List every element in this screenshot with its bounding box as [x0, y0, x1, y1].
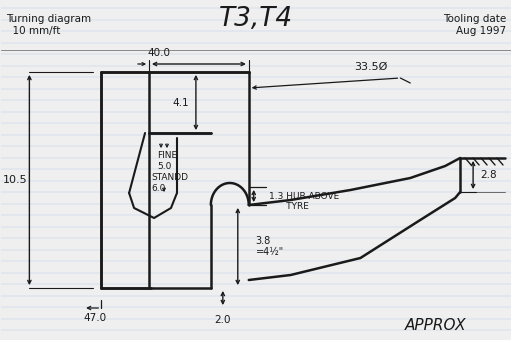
- Text: Turning diagram
  10 mm/ft: Turning diagram 10 mm/ft: [7, 14, 91, 36]
- Text: 10.5: 10.5: [3, 175, 28, 185]
- Text: FINE
5.0: FINE 5.0: [157, 151, 177, 171]
- Text: Tooling date
Aug 1997: Tooling date Aug 1997: [443, 14, 506, 36]
- Text: STANDD
6.0: STANDD 6.0: [151, 173, 188, 193]
- Text: APPROX: APPROX: [404, 318, 466, 333]
- Text: 1.3 HUB ABOVE
      TYRE: 1.3 HUB ABOVE TYRE: [269, 192, 339, 211]
- Text: 3.8
=4½": 3.8 =4½": [256, 236, 284, 257]
- Text: 40.0: 40.0: [147, 48, 170, 58]
- Text: 4.1: 4.1: [172, 98, 189, 107]
- Text: 2.8: 2.8: [480, 170, 497, 180]
- Text: 33.5Ø: 33.5Ø: [354, 62, 387, 72]
- Text: 47.0: 47.0: [83, 313, 106, 323]
- Text: 2.0: 2.0: [215, 315, 231, 325]
- Text: T3,T4: T3,T4: [219, 6, 293, 32]
